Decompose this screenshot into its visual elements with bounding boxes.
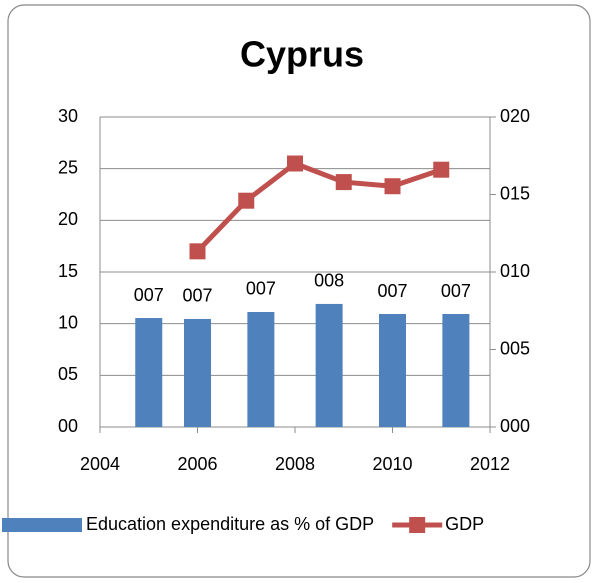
data-label: 008 [314,271,344,291]
data-label: 007 [182,286,212,306]
y2-tick-label: 015 [500,183,530,203]
x-tick-label: 2006 [177,454,217,474]
bar [315,303,343,427]
legend-label: GDP [445,514,484,534]
line [195,160,443,254]
y2-tick-label: 000 [500,416,530,436]
legend-label: Education expenditure as % of GDP [86,514,374,534]
bar [135,318,163,427]
x-tick-label: 2008 [275,454,315,474]
y2-tick-label: 010 [500,261,530,281]
marker [238,192,255,209]
marker [384,178,401,195]
marker [189,243,206,260]
bar [247,311,275,427]
marker [335,174,352,191]
marker [433,161,450,178]
bar [442,314,470,427]
y-tick-label: 00 [58,416,78,436]
marker [287,155,303,172]
y-tick-label: 10 [58,312,78,332]
y2-tick-label: 005 [500,338,530,358]
y-tick-label: 30 [58,106,78,126]
data-label: 007 [377,281,407,301]
legend-marker [409,517,426,533]
data-label: 007 [134,285,164,305]
bar [379,314,406,427]
chart-title: Cyprus [240,34,364,75]
y-tick-label: 20 [58,209,78,229]
y-tick-label: 25 [58,157,78,177]
data-label: 007 [441,281,471,301]
x-tick-label: 2010 [372,454,412,474]
y-tick-label: 05 [58,364,78,384]
y-tick-label: 15 [58,261,78,281]
chart-border [7,4,591,578]
bar [184,318,211,427]
legend-swatch [2,518,82,532]
x-tick-label: 2004 [80,454,120,474]
x-tick-label: 2012 [470,454,510,474]
data-label: 007 [246,279,276,299]
y2-tick-label: 020 [500,106,530,126]
